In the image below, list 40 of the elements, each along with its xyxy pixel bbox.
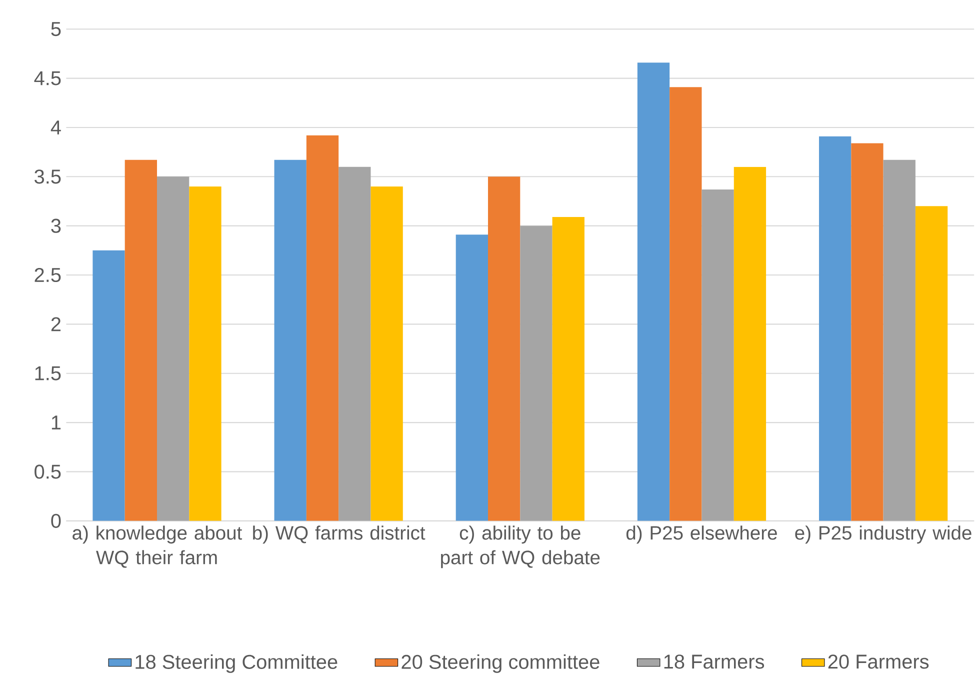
y-tick-label: 0.5 <box>34 464 61 479</box>
bar <box>520 226 552 521</box>
y-tick-label: 1.5 <box>35 366 61 380</box>
y-tick-label: 4.5 <box>34 71 61 86</box>
bar <box>274 160 306 521</box>
x-tick-label: e) P25 industry wide <box>795 525 972 544</box>
x-tick-label: a) knowledge about WQ their farm <box>72 525 242 568</box>
bar <box>915 206 948 521</box>
bar <box>702 189 734 521</box>
bar <box>883 160 916 521</box>
y-tick-label: 0 <box>51 514 61 528</box>
y-tick-label: 4 <box>50 120 61 134</box>
bar <box>124 160 157 521</box>
legend-label: 20 Farmers <box>828 654 929 669</box>
y-tick-label: 3.5 <box>34 169 61 184</box>
bar <box>819 136 852 521</box>
y-tick-label: 5 <box>51 22 61 36</box>
bar <box>456 234 488 521</box>
legend-label: 20 Steering committee <box>402 654 600 673</box>
x-tick-label: c) ability to be part of WQ debate <box>441 525 600 568</box>
x-tick-label: d) P25 elsewhere <box>626 525 777 544</box>
legend-label: 18 Steering Committee <box>136 654 338 673</box>
bar <box>488 176 520 521</box>
y-tick-label: 2 <box>51 317 61 332</box>
bar <box>157 176 190 521</box>
bar <box>552 216 584 521</box>
bar <box>306 135 339 521</box>
x-tick-label: b) WQ farms district <box>253 525 426 544</box>
bar <box>92 250 125 521</box>
legend-label: 18 Farmers <box>664 654 764 669</box>
y-tick-label: 3 <box>51 218 61 233</box>
y-tick-label: 1 <box>52 416 61 430</box>
y-tick-label: 2.5 <box>34 268 61 282</box>
bar <box>189 186 222 521</box>
bar <box>670 87 702 521</box>
bar <box>734 166 766 521</box>
bar <box>370 186 403 521</box>
bar <box>851 143 884 521</box>
bar <box>338 166 371 521</box>
bar <box>637 62 670 521</box>
